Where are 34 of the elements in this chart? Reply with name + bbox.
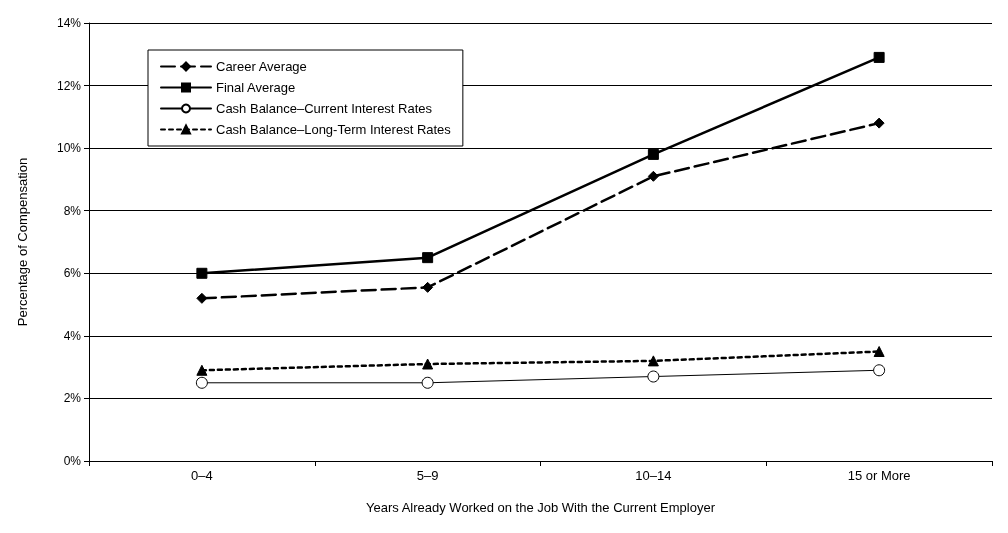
x-tick-label: 5–9 xyxy=(416,468,439,483)
x-tick-label: 10–14 xyxy=(635,468,672,483)
point xyxy=(647,370,660,383)
point xyxy=(195,376,208,389)
point xyxy=(422,358,434,370)
y-tick-label: 14% xyxy=(56,16,82,30)
point xyxy=(647,170,659,182)
point xyxy=(196,267,208,279)
point xyxy=(647,148,659,160)
point xyxy=(873,346,885,357)
y-tick-label: 6% xyxy=(63,266,82,281)
point xyxy=(647,355,659,367)
y-tick-label: 12% xyxy=(56,78,82,93)
y-tick-label: 2% xyxy=(63,391,82,406)
point xyxy=(873,117,885,129)
y-axis-title: Percentage of Compensation xyxy=(15,157,30,327)
point xyxy=(873,51,885,63)
point xyxy=(873,364,886,377)
legend-label: Final Average xyxy=(216,80,296,95)
y-tick-label: 4% xyxy=(63,328,82,343)
point xyxy=(422,252,434,264)
y-tick-label: 8% xyxy=(63,203,82,218)
point xyxy=(196,292,208,304)
x-axis-title: Years Already Worked on the Job With the Current Employer xyxy=(365,500,716,515)
y-tick-label: 10% xyxy=(56,141,82,156)
legend-label: Cash Balance–Current Interest Rates xyxy=(216,101,433,116)
point xyxy=(422,281,434,293)
y-tick-label: 0% xyxy=(63,454,82,468)
point xyxy=(196,364,208,376)
x-tick-label: 15 or More xyxy=(847,468,911,483)
legend-label: Career Average xyxy=(216,59,307,74)
legend-label: Cash Balance–Long-Term Interest Rates xyxy=(216,122,452,137)
x-tick-label: 0–4 xyxy=(191,468,213,483)
point xyxy=(421,376,434,389)
